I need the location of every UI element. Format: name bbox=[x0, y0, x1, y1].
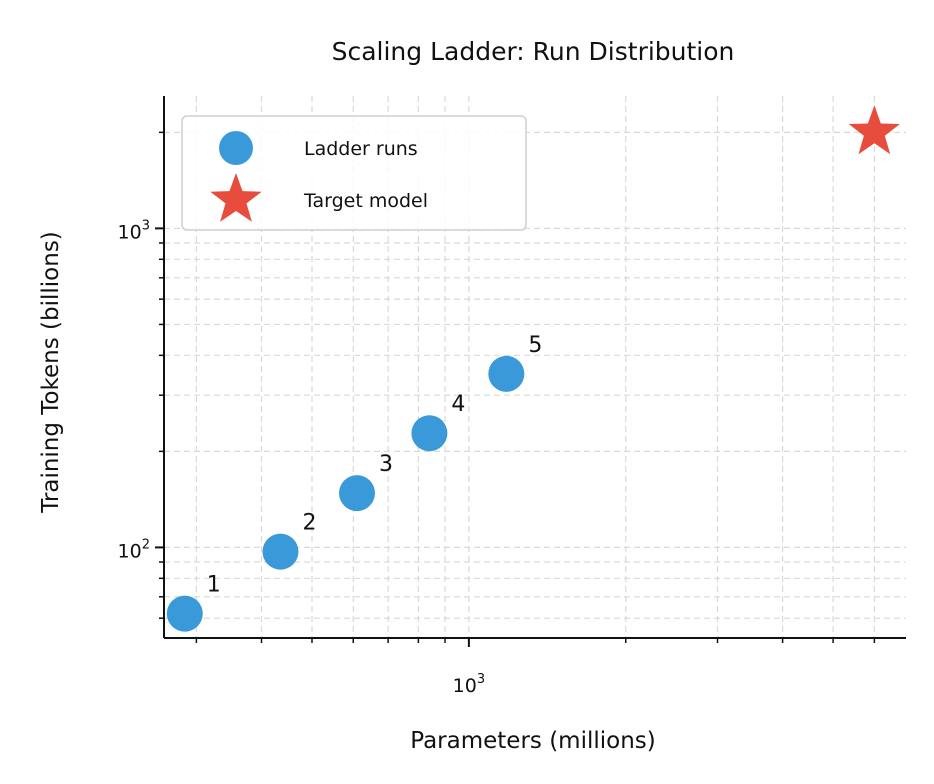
y-tick-label: 103 bbox=[118, 218, 150, 243]
ladder-run-point bbox=[488, 355, 525, 392]
ladder-run-label: 3 bbox=[379, 452, 393, 477]
x-axis-label: Parameters (millions) bbox=[410, 728, 656, 754]
axis-ticks bbox=[155, 131, 876, 647]
ladder-run-label: 4 bbox=[451, 392, 465, 417]
legend: Ladder runs Target model bbox=[181, 115, 527, 231]
ladder-run-point bbox=[166, 595, 203, 632]
ladder-run-point bbox=[411, 415, 448, 452]
target-model-star bbox=[848, 105, 900, 155]
ladder-run-point bbox=[338, 475, 375, 512]
legend-marker-ladder-runs bbox=[219, 131, 253, 165]
legend-box bbox=[181, 115, 527, 231]
legend-label-ladder-runs: Ladder runs bbox=[304, 138, 418, 160]
legend-marker-target-model bbox=[210, 173, 262, 222]
ladder-run-label: 5 bbox=[528, 333, 542, 358]
tick-labels: 103 102 103 bbox=[118, 218, 486, 697]
point-labels: 1 2 3 4 5 bbox=[207, 333, 543, 598]
y-tick-label: 102 bbox=[118, 537, 150, 562]
ladder-run-label: 1 bbox=[207, 573, 221, 598]
ladder-run-point bbox=[262, 533, 299, 570]
ladder-run-label: 2 bbox=[302, 511, 316, 536]
chart-title: Scaling Ladder: Run Distribution bbox=[332, 37, 735, 66]
y-axis-label: Training Tokens (billions) bbox=[38, 231, 64, 514]
x-tick-label: 103 bbox=[453, 672, 485, 697]
data-points bbox=[166, 105, 900, 632]
legend-label-target-model: Target model bbox=[303, 190, 428, 212]
